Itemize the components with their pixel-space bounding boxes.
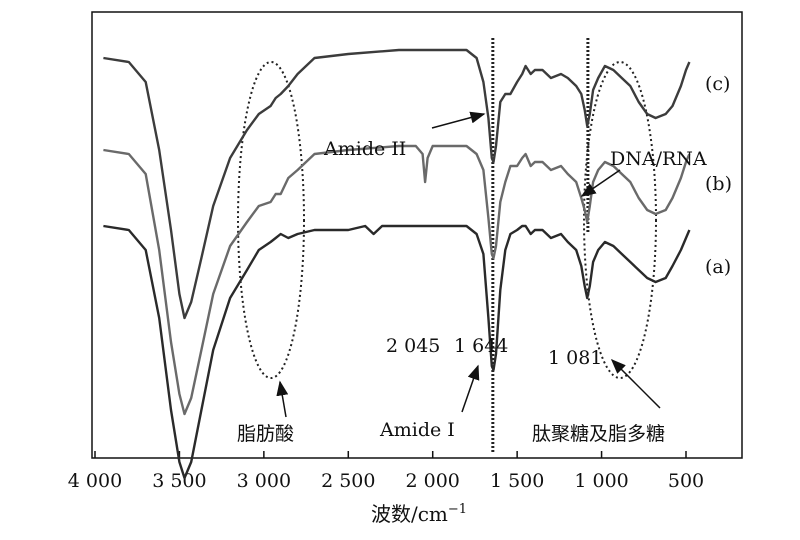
- series-line-b: [103, 144, 691, 416]
- annotation-polysaccharide: 肽聚糖及脂多糖: [532, 423, 665, 445]
- plot-frame: [91, 11, 743, 459]
- arrow-fatty-acid: [276, 380, 289, 418]
- reference-lines: [491, 38, 590, 452]
- annotation-2045: 2 045: [386, 335, 440, 357]
- fatty-acid-region-ellipse: [237, 61, 305, 379]
- series-label-c: (c): [705, 73, 730, 95]
- polysaccharide-region-ellipse: [583, 61, 657, 379]
- x-tick-label: 3 500: [152, 470, 206, 492]
- annotation-dna-rna: DNA/RNA: [610, 148, 707, 170]
- arrow-polysaccharide: [610, 358, 661, 409]
- annotation-fatty-acid: 脂肪酸: [237, 423, 294, 445]
- arrow-amide-2: [431, 111, 486, 129]
- annotation-amide-1: Amide I: [379, 419, 455, 441]
- x-tick-label: 2 000: [406, 470, 460, 492]
- x-tick-label: 500: [668, 470, 704, 492]
- annotation-1644: 1 644: [454, 335, 508, 357]
- x-tick-label: 1 500: [490, 470, 544, 492]
- x-tick-label: 4 000: [68, 470, 122, 492]
- x-axis-label: 波数/cm−1: [371, 502, 467, 526]
- x-tick-label: 2 500: [321, 470, 375, 492]
- x-tick-label: 1 000: [574, 470, 628, 492]
- series-label-a: (a): [705, 256, 731, 278]
- series-group: [103, 48, 691, 480]
- series-label-b: (b): [705, 173, 732, 195]
- annotation-1081: 1 081: [548, 347, 602, 369]
- x-tick-label: 3 000: [237, 470, 291, 492]
- arrow-dna-rna: [580, 169, 621, 197]
- series-line-a: [103, 224, 691, 480]
- series-line-c: [103, 48, 691, 320]
- annotation-amide-2: Amide II: [323, 138, 406, 160]
- x-axis-label-superscript: −1: [448, 502, 467, 517]
- arrow-amide-1: [461, 364, 480, 413]
- x-axis: 4 000 3 500 3 000 2 500 2 000 1 500 1 000 500: [68, 451, 704, 492]
